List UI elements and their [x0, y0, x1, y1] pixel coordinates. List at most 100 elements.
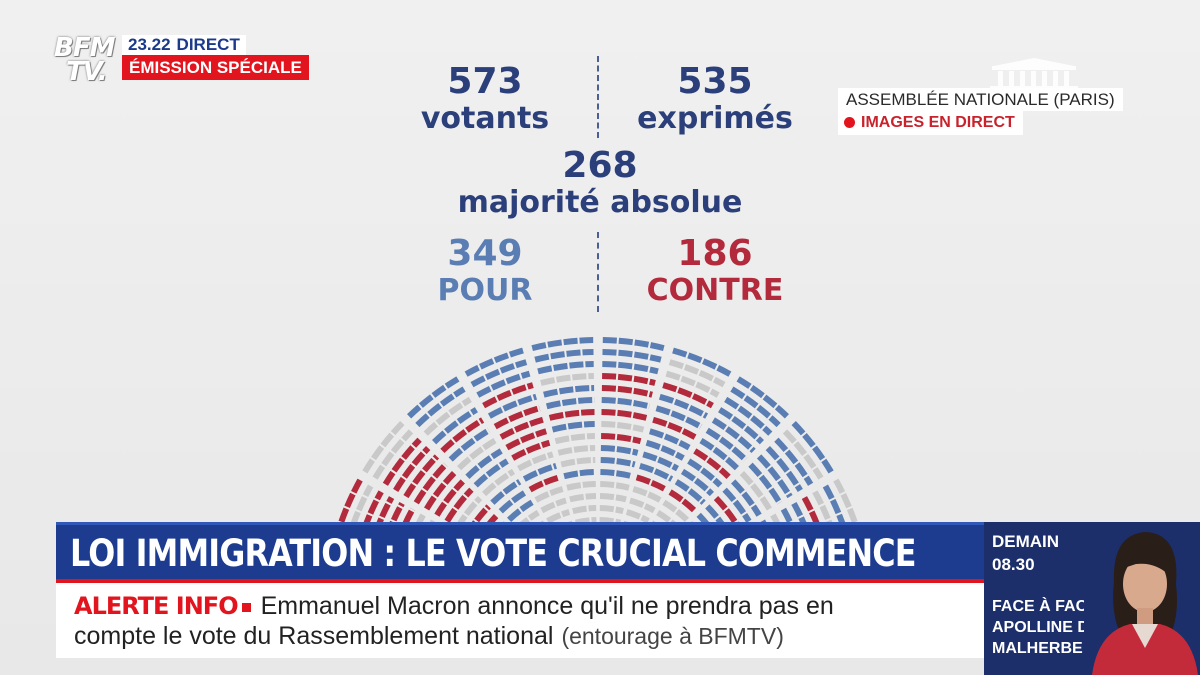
hemicycle-seat-row: [551, 421, 595, 433]
hemicycle-seat-row: [482, 468, 516, 497]
hemicycle-seat-row: [736, 376, 789, 419]
hemicycle-seat-row: [748, 462, 783, 505]
hemicycle-seat-row: [440, 417, 485, 454]
hemicycle-seat-row: [724, 396, 773, 436]
majorite-count: 268: [562, 145, 638, 186]
hemicycle-seat-row: [756, 454, 793, 499]
hemicycle-seat-row: [705, 427, 748, 462]
hemicycle-seat-row: [625, 509, 650, 524]
hemicycle-seat-row: [730, 386, 781, 428]
exprimes-label: exprimés: [637, 101, 793, 136]
hemicycle-seat-row: [672, 347, 732, 377]
hemicycle-seat-row: [476, 370, 531, 398]
time-bar: 23.22 DIRECT: [122, 35, 246, 55]
alert-tag: ALERTE INFO: [74, 592, 239, 620]
hemicycle-seat-row: [498, 489, 528, 514]
headline-banner: LOI IMMIGRATION : LE VOTE CRUCIAL COMMEN…: [56, 522, 984, 582]
hemicycle-seat-row: [662, 382, 714, 409]
hemicycle-seat-row: [543, 385, 595, 398]
hemicycle-seat-row: [635, 474, 668, 493]
hemicycle-seat-row: [791, 421, 834, 474]
hemicycle-seat-row: [572, 505, 597, 515]
headline-red-strip: [56, 579, 984, 583]
hemicycle-seat-row: [499, 416, 544, 440]
hemicycle-seat-row: [423, 396, 472, 436]
hemicycle-seat-row: [668, 489, 698, 514]
contre-label: CONTRE: [646, 273, 784, 308]
majorite-label: majorité absolue: [457, 185, 743, 220]
contre-stat: 186 CONTRE: [630, 234, 800, 308]
pour-count: 349: [447, 233, 523, 274]
divider-top: [597, 56, 599, 138]
promo-box: DEMAIN 08.30 FACE À FACE APOLLINE DE MAL…: [984, 522, 1200, 675]
hemicycle-seat-row: [382, 437, 422, 486]
hemicycle-seat-row: [534, 486, 564, 503]
headline-text: LOI IMMIGRATION : LE VOTE CRUCIAL COMMEN…: [70, 532, 917, 575]
hemicycle-seat-row: [415, 386, 466, 428]
alert-panel: ALERTE INFO Emmanuel Macron annonce qu'il…: [56, 583, 984, 658]
promo-time: 08.30: [992, 555, 1035, 574]
hemicycle-seat-row: [493, 405, 541, 430]
hemicycle-seat-row: [601, 409, 648, 421]
hemicycle-seat-row: [599, 493, 627, 503]
hemicycle-seat-row: [531, 337, 594, 352]
hemicycle-seat-row: [674, 479, 706, 505]
hemicycle-seat-row: [645, 439, 685, 461]
hemicycle-seat-row: [601, 421, 645, 433]
majorite-stat: 268 majorité absolue: [440, 146, 760, 220]
hemicycle-seat-row: [448, 427, 491, 462]
hemicycle-seat-row: [464, 347, 524, 377]
hemicycle-seat-row: [600, 445, 639, 456]
hemicycle-seat-row: [711, 417, 756, 454]
hemicycle-seat-row: [668, 359, 726, 388]
hemicycle-seat-row: [487, 393, 538, 419]
hemicycle-seat-row: [393, 446, 431, 492]
hemicycle-seat-row: [537, 361, 594, 375]
clock-time: 23.22: [122, 35, 177, 55]
hemicycle-seat-row: [434, 479, 465, 517]
hemicycle-seat-row: [505, 428, 548, 451]
hemicycle-seat-row: [655, 405, 703, 430]
pour-stat: 349 POUR: [410, 234, 560, 308]
hemicycle-seat-row: [424, 471, 457, 511]
hemicycle-seat-row: [680, 468, 714, 497]
hemicycle-seat-row: [490, 479, 522, 505]
hemicycle-seat-row: [545, 397, 595, 410]
hemicycle-seat-row: [482, 382, 534, 409]
hemicycle-seat-row: [566, 481, 596, 491]
hemicycle-seat-row: [642, 451, 679, 472]
hemicycle-seat-row: [569, 493, 597, 503]
hemicycle-seat-row: [457, 438, 497, 471]
live-indicator: DIRECT: [176, 35, 246, 55]
hemicycle-seat-row: [465, 448, 503, 479]
hemicycle-seat-row: [528, 474, 561, 493]
alert-source: (entourage à BFMTV): [561, 623, 784, 649]
hemicycle-seat-row: [774, 437, 814, 486]
hemicycle-seat-row: [731, 479, 762, 517]
hemicycle-seat-row: [372, 429, 414, 480]
live-feed-label: IMAGES EN DIRECT: [838, 111, 1023, 135]
location-label: ASSEMBLÉE NATIONALE (PARIS): [838, 88, 1123, 111]
hemicycle-seat-row: [522, 463, 557, 482]
hemicycle-seat-row: [599, 505, 624, 515]
hemicycle-seat-row: [662, 499, 689, 523]
logo-text-bfm: BFM: [54, 33, 115, 63]
promo-day: DEMAIN: [992, 532, 1060, 551]
hemicycle-seat-row: [413, 462, 448, 505]
exprimes-count: 535: [677, 61, 753, 102]
alert-square-icon: [241, 603, 251, 612]
bfmtv-logo: BFM TV.: [54, 33, 118, 87]
hemicycle-seat-row: [696, 512, 721, 542]
program-badge: ÉMISSION SPÉCIALE: [122, 55, 309, 80]
hemicycle-seat-row: [602, 349, 662, 363]
hemicycle-seat-row: [629, 497, 656, 514]
hemicycle-seat-row: [470, 359, 528, 388]
pour-label: POUR: [437, 273, 533, 308]
promo-show-line-1: FACE À FACE: [992, 598, 1098, 615]
hemicycle-seat-row: [601, 397, 651, 410]
hemicycle-seat-row: [693, 448, 731, 479]
live-feed-text: IMAGES EN DIRECT: [861, 114, 1015, 131]
assembly-building-icon: [990, 58, 1078, 90]
alert-text-1: Emmanuel Macron annonce qu'il ne prendra…: [260, 592, 834, 620]
presenter-portrait: [1084, 522, 1200, 675]
